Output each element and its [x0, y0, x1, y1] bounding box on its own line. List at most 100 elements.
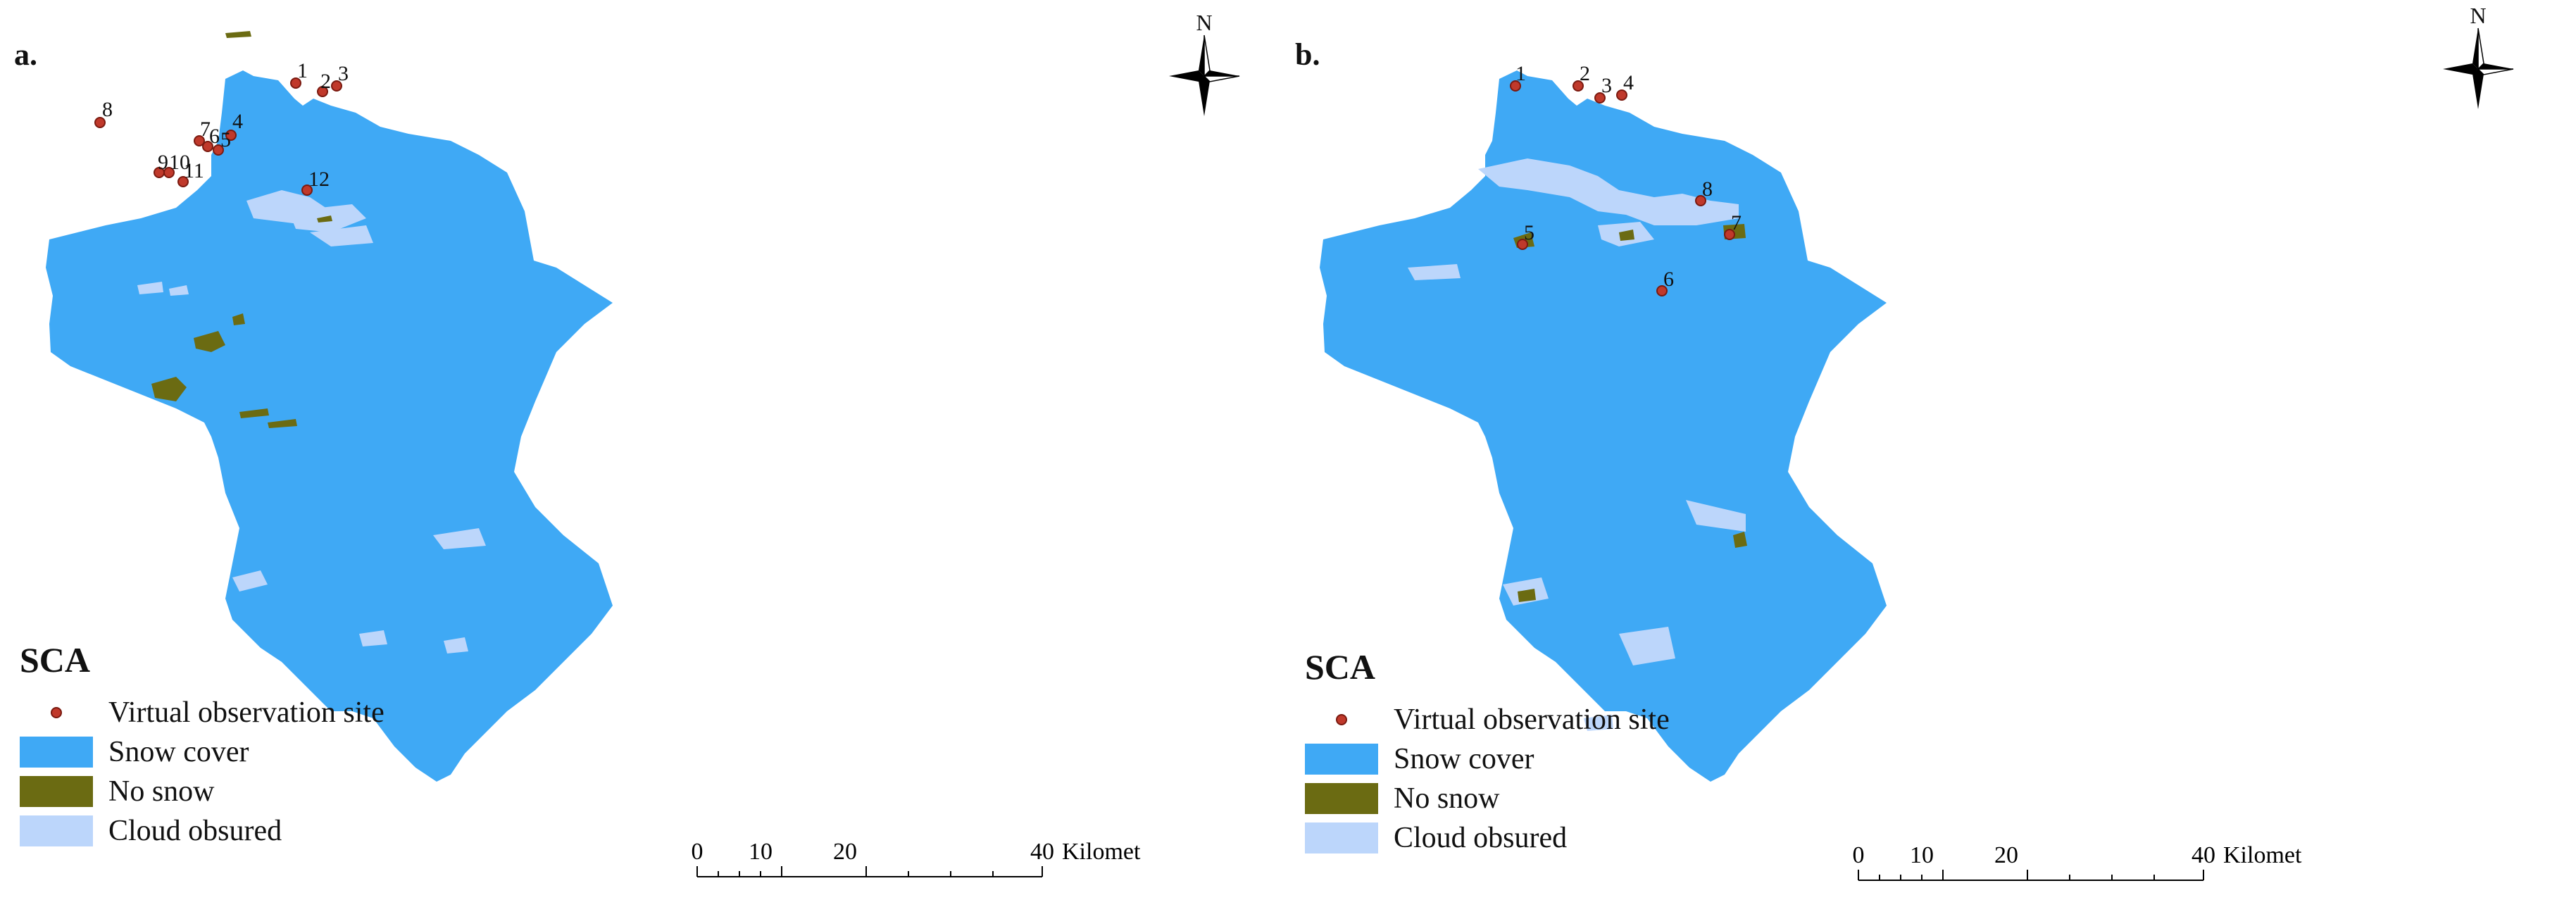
- cloud-patch: [444, 637, 468, 653]
- site-marker: [290, 77, 301, 89]
- site-label: 2: [1580, 62, 1590, 85]
- cloud-patch: [1619, 627, 1675, 665]
- cloud-swatch: [20, 815, 93, 846]
- site-marker: [1573, 80, 1584, 92]
- legend-item-site: Virtual observation site: [20, 693, 384, 732]
- site-dot-icon: [1336, 714, 1347, 725]
- no-snow-patch: [1733, 532, 1747, 548]
- scale-tick: 40: [2192, 842, 2215, 868]
- no-snow-patches: [151, 31, 332, 428]
- site-label: 9: [158, 151, 168, 174]
- no-snow-patch: [239, 408, 269, 418]
- legend-label: Virtual observation site: [1394, 703, 1670, 736]
- site-marker: [1656, 285, 1668, 296]
- scale-bar: 0 10 20 40 Kilometers: [1851, 831, 2330, 901]
- panel-label: b.: [1295, 37, 1320, 72]
- no-snow-patch: [225, 31, 251, 38]
- site-label: 5: [1524, 221, 1534, 244]
- scale-tick: 20: [833, 839, 857, 865]
- cloud-patch: [137, 282, 163, 294]
- site-label: 12: [308, 168, 330, 191]
- legend-title: SCA: [1305, 647, 1376, 687]
- site-marker: [202, 141, 213, 152]
- legend: SCA Virtual observation site Snow cover …: [1305, 646, 1670, 858]
- map-canvas: 1 2 3 4 5 6 7 8: [1320, 62, 1887, 782]
- site-label: 4: [1623, 71, 1634, 94]
- cloud-patch: [1408, 264, 1461, 280]
- cloud-patches: [137, 190, 486, 653]
- north-label: N: [2470, 3, 2487, 28]
- site-label: 3: [338, 62, 349, 85]
- snow-swatch: [1305, 744, 1378, 775]
- no-snow-patches: [1513, 224, 1747, 602]
- map-panel-b: b. 1: [1288, 0, 2576, 907]
- site-label: 3: [1601, 74, 1612, 97]
- scale-tick: 40: [1030, 839, 1054, 865]
- site-marker: [317, 86, 328, 97]
- site-marker: [194, 135, 205, 146]
- site-dot-icon: [51, 707, 62, 718]
- scale-tick: 0: [692, 839, 704, 865]
- legend-label: Snow cover: [108, 736, 249, 768]
- site-marker: [94, 117, 106, 128]
- basin-snow-cover: [46, 70, 613, 782]
- compass-icon: [2443, 27, 2514, 109]
- scale-unit: Kilometers: [1062, 839, 1141, 865]
- scale-bar: 0 10 20 40 Kilometers: [690, 827, 1168, 898]
- cloud-patch: [1686, 500, 1746, 532]
- north-arrow: N: [1155, 10, 1253, 120]
- legend-title: SCA: [20, 640, 91, 680]
- site-label: 10: [169, 151, 190, 174]
- site-marker: [213, 144, 224, 156]
- site-label: 11: [184, 159, 204, 182]
- site-marker: [225, 130, 237, 141]
- legend-item-snow: Snow cover: [20, 732, 384, 772]
- scale-tick: 10: [1910, 842, 1934, 868]
- cloud-patch: [1478, 158, 1739, 225]
- site-label: 8: [1702, 177, 1713, 201]
- legend-item-site: Virtual observation site: [1305, 700, 1670, 739]
- site-label: 4: [232, 110, 243, 133]
- scale-tick: 0: [1853, 842, 1865, 868]
- legend-item-cloud: Cloud obsured: [1305, 818, 1670, 858]
- cloud-patch: [169, 285, 189, 296]
- scale-tick: 20: [1994, 842, 2018, 868]
- no-snow-patch: [232, 313, 245, 325]
- site-marker: [331, 80, 342, 92]
- site-marker: [1594, 92, 1606, 104]
- legend-label: No snow: [108, 775, 215, 808]
- legend-label: Virtual observation site: [108, 696, 384, 729]
- site-marker: [1517, 239, 1528, 250]
- site-label: 5: [220, 128, 231, 151]
- legend-label: No snow: [1394, 782, 1500, 815]
- basin-snow-cover: [1320, 70, 1887, 782]
- site-label: 7: [200, 118, 211, 141]
- scale-unit: Kilometers: [2223, 842, 2302, 868]
- legend-item-no-snow: No snow: [20, 772, 384, 811]
- cloud-patch: [1584, 715, 1613, 731]
- cloud-patches: [1408, 158, 1746, 731]
- legend-item-no-snow: No snow: [1305, 779, 1670, 818]
- map-panel-a: a.: [14, 10, 1253, 898]
- site-label: 2: [320, 70, 331, 93]
- legend: SCA Virtual observation site Snow cover …: [20, 639, 384, 851]
- site-marker: [163, 167, 175, 178]
- site-label: 7: [1731, 211, 1742, 234]
- site-label: 1: [297, 59, 308, 82]
- observation-sites: [94, 77, 342, 196]
- legend-label: Cloud obsured: [108, 815, 282, 847]
- north-label: N: [1196, 10, 1213, 35]
- snow-swatch: [20, 737, 93, 768]
- compass-icon: [1169, 35, 1240, 116]
- legend-item-cloud: Cloud obsured: [20, 811, 384, 851]
- no-snow-swatch: [1305, 783, 1378, 814]
- site-marker: [1724, 229, 1735, 240]
- cloud-patch: [310, 225, 373, 246]
- cloud-swatch: [1305, 822, 1378, 853]
- site-marker: [1510, 80, 1521, 92]
- site-marker: [1695, 195, 1706, 206]
- site-label: 6: [1663, 268, 1674, 291]
- observation-sites: [1510, 80, 1735, 296]
- no-snow-patch: [1518, 589, 1536, 602]
- site-marker: [301, 184, 313, 196]
